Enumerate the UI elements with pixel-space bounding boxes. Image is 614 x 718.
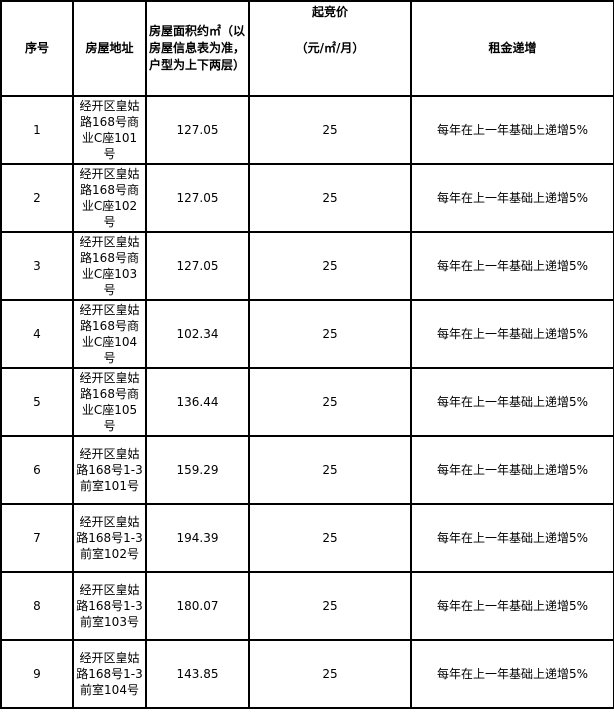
cell-address: 经开区皇姑路168号1-3前室102号 — [72, 503, 147, 573]
table-row: 1 经开区皇姑路168号商业C座101号 127.05 25 每年在上一年基础上递增5% — [0, 95, 614, 165]
table-row: 3 经开区皇姑路168号商业C座103号 127.05 25 每年在上一年基础上递增5% — [0, 231, 614, 301]
cell-index: 2 — [0, 163, 74, 233]
header-increase: 租金递增 — [410, 0, 614, 97]
cell-area: 159.29 — [145, 435, 250, 505]
header-price-title: 起竞价 — [311, 5, 348, 19]
cell-price: 25 — [248, 163, 412, 233]
table-row: 9 经开区皇姑路168号1-3前室104号 143.85 25 每年在上一年基础上递增5… — [0, 639, 614, 709]
cell-increase: 每年在上一年基础上递增5% — [410, 231, 614, 301]
cell-index: 3 — [0, 231, 74, 301]
cell-address: 经开区皇姑路168号商业C座105号 — [72, 367, 147, 437]
cell-address: 经开区皇姑路168号商业C座103号 — [72, 231, 147, 301]
cell-index: 8 — [0, 571, 74, 641]
cell-increase: 每年在上一年基础上递增5% — [410, 639, 614, 709]
header-area: 房屋面积约㎡（以房屋信息表为准，户型为上下两层） — [145, 0, 250, 97]
cell-index: 9 — [0, 639, 74, 709]
cell-area: 102.34 — [145, 299, 250, 369]
table-row: 7 经开区皇姑路168号1-3前室102号 194.39 25 每年在上一年基础上递增5… — [0, 503, 614, 573]
cell-area: 127.05 — [145, 163, 250, 233]
cell-address: 经开区皇姑路168号商业C座102号 — [72, 163, 147, 233]
cell-price: 25 — [248, 367, 412, 437]
cell-increase: 每年在上一年基础上递增5% — [410, 435, 614, 505]
cell-area: 180.07 — [145, 571, 250, 641]
cell-address: 经开区皇姑路168号1-3前室103号 — [72, 571, 147, 641]
cell-price: 25 — [248, 95, 412, 165]
header-index: 序号 — [0, 0, 74, 97]
cell-area: 136.44 — [145, 367, 250, 437]
cell-price: 25 — [248, 639, 412, 709]
cell-area: 194.39 — [145, 503, 250, 573]
cell-area: 127.05 — [145, 231, 250, 301]
cell-area: 127.05 — [145, 95, 250, 165]
table-row: 6 经开区皇姑路168号1-3前室101号 159.29 25 每年在上一年基础上递增5… — [0, 435, 614, 505]
cell-address: 经开区皇姑路168号1-3前室104号 — [72, 639, 147, 709]
cell-index: 6 — [0, 435, 74, 505]
cell-increase: 每年在上一年基础上递增5% — [410, 95, 614, 165]
header-row: 序号 房屋地址 房屋面积约㎡（以房屋信息表为准，户型为上下两层） 起竞价 （元/… — [0, 0, 614, 97]
cell-increase: 每年在上一年基础上递增5% — [410, 163, 614, 233]
cell-increase: 每年在上一年基础上递增5% — [410, 503, 614, 573]
table-row: 8 经开区皇姑路168号1-3前室103号 180.07 25 每年在上一年基础上递增5… — [0, 571, 614, 641]
cell-price: 25 — [248, 503, 412, 573]
cell-price: 25 — [248, 299, 412, 369]
cell-increase: 每年在上一年基础上递增5% — [410, 299, 614, 369]
cell-address: 经开区皇姑路168号商业C座104号 — [72, 299, 147, 369]
cell-index: 5 — [0, 367, 74, 437]
cell-address: 经开区皇姑路168号1-3前室101号 — [72, 435, 147, 505]
header-price-unit: （元/㎡/月） — [295, 41, 365, 55]
cell-price: 25 — [248, 231, 412, 301]
table-row: 4 经开区皇姑路168号商业C座104号 102.34 25 每年在上一年基础上递增5% — [0, 299, 614, 369]
cell-price: 25 — [248, 571, 412, 641]
table-row: 5 经开区皇姑路168号商业C座105号 136.44 25 每年在上一年基础上递增5% — [0, 367, 614, 437]
header-address: 房屋地址 — [72, 0, 147, 97]
cell-index: 1 — [0, 95, 74, 165]
cell-increase: 每年在上一年基础上递增5% — [410, 571, 614, 641]
cell-increase: 每年在上一年基础上递增5% — [410, 367, 614, 437]
cell-index: 4 — [0, 299, 74, 369]
cell-address: 经开区皇姑路168号商业C座101号 — [72, 95, 147, 165]
table-row: 2 经开区皇姑路168号商业C座102号 127.05 25 每年在上一年基础上递增5% — [0, 163, 614, 233]
cell-price: 25 — [248, 435, 412, 505]
table-body: 1 经开区皇姑路168号商业C座101号 127.05 25 每年在上一年基础上递增5%… — [0, 95, 614, 709]
cell-index: 7 — [0, 503, 74, 573]
cell-area: 143.85 — [145, 639, 250, 709]
header-price: 起竞价 （元/㎡/月） — [248, 0, 412, 97]
